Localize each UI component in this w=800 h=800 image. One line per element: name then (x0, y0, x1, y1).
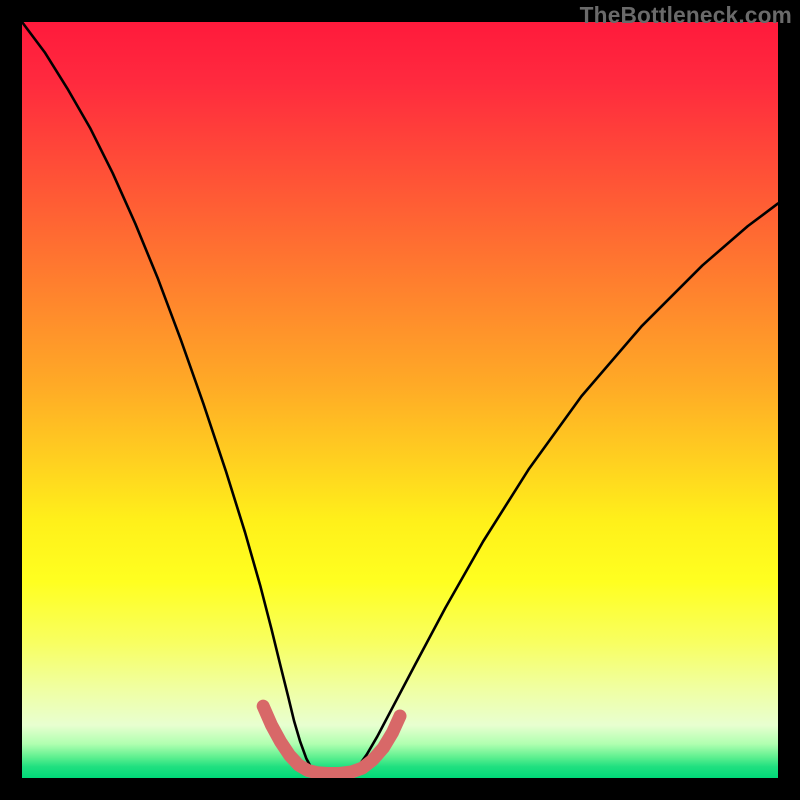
watermark-text: TheBottleneck.com (580, 2, 792, 29)
figure-root: TheBottleneck.com (0, 0, 800, 800)
curve-layer (22, 22, 778, 778)
valley-start-marker (257, 700, 269, 712)
valley-overlay (263, 706, 400, 773)
main-curve (22, 22, 778, 773)
plot-area (22, 22, 778, 778)
